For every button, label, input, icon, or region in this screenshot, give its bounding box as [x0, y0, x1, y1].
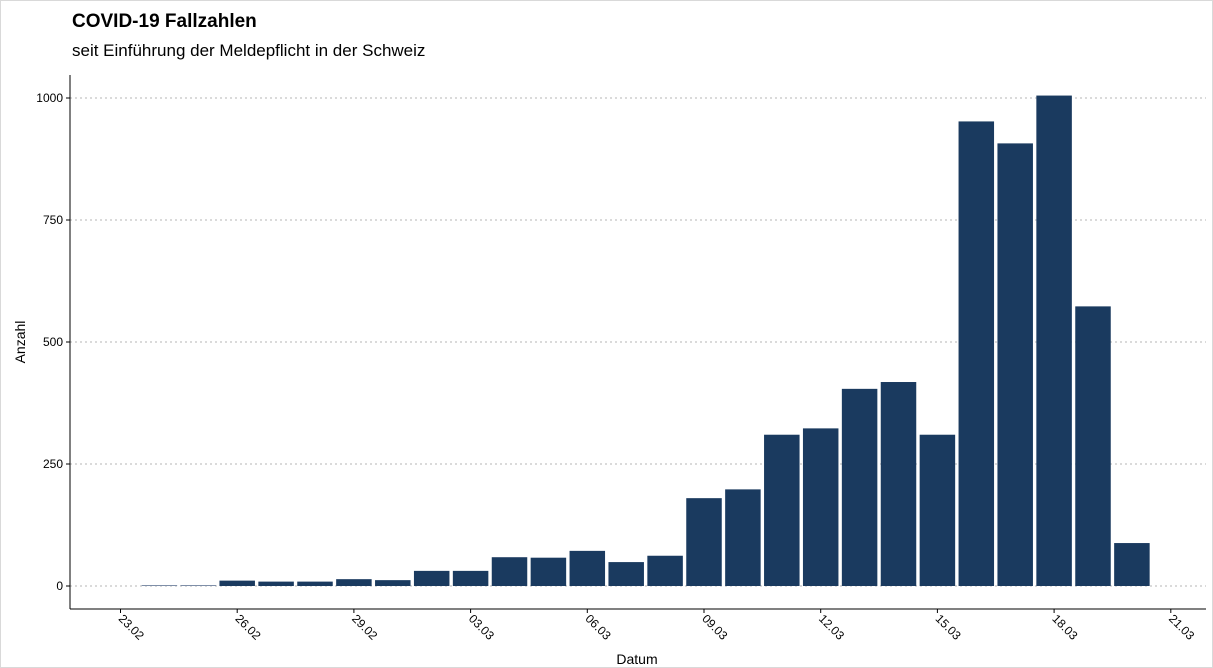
x-tick-label: 09.03 — [699, 612, 730, 643]
bar — [297, 581, 333, 586]
bar — [841, 388, 878, 586]
y-tick-label: 500 — [43, 335, 63, 349]
bar — [919, 434, 956, 586]
y-tick-label: 1000 — [36, 91, 63, 105]
bar — [569, 550, 606, 586]
x-tick-label: 15.03 — [933, 612, 964, 643]
bar — [958, 121, 995, 586]
x-tick-label: 23.02 — [116, 612, 147, 643]
bar — [336, 579, 372, 586]
y-axis-label: Anzahl — [12, 321, 28, 364]
x-tick-label: 12.03 — [816, 612, 847, 643]
bar — [413, 570, 450, 586]
bar — [258, 581, 294, 586]
y-tick-label: 250 — [43, 457, 63, 471]
bar — [452, 570, 489, 586]
bar — [608, 562, 644, 586]
x-tick-label: 18.03 — [1049, 612, 1080, 643]
bar — [802, 428, 839, 586]
x-tick-label: 26.02 — [232, 612, 263, 643]
bar — [141, 585, 178, 586]
x-ticks: 23.02 26.02 29.02 03.03 06.03 09.03 12.03 15.03… — [116, 609, 1197, 643]
bars — [141, 95, 1150, 586]
x-tick-label: 21.03 — [1166, 612, 1197, 643]
bar — [1114, 543, 1150, 586]
bar — [647, 555, 683, 586]
bar — [725, 489, 761, 586]
bar — [375, 580, 411, 586]
y-ticks: 0 250 500 750 1000 — [36, 91, 70, 593]
chart-subtitle: seit Einführung der Meldepflicht in der … — [72, 41, 426, 60]
bar — [686, 498, 722, 586]
bar — [180, 585, 217, 586]
x-tick-label: 03.03 — [466, 612, 497, 643]
chart-title: COVID-19 Fallzahlen — [72, 11, 257, 32]
grid-lines — [70, 97, 1206, 587]
bar — [880, 382, 917, 586]
bar — [219, 580, 255, 586]
x-tick-label: 06.03 — [583, 612, 614, 643]
x-axis-label: Datum — [616, 651, 657, 667]
y-tick-label: 750 — [43, 213, 63, 227]
bar — [491, 557, 528, 586]
y-tick-label: 0 — [56, 579, 63, 593]
x-tick-label: 29.02 — [349, 612, 380, 643]
bar — [764, 434, 800, 586]
bar — [1075, 306, 1111, 586]
bar — [1036, 95, 1072, 586]
bar — [530, 557, 567, 586]
bar — [997, 143, 1033, 586]
